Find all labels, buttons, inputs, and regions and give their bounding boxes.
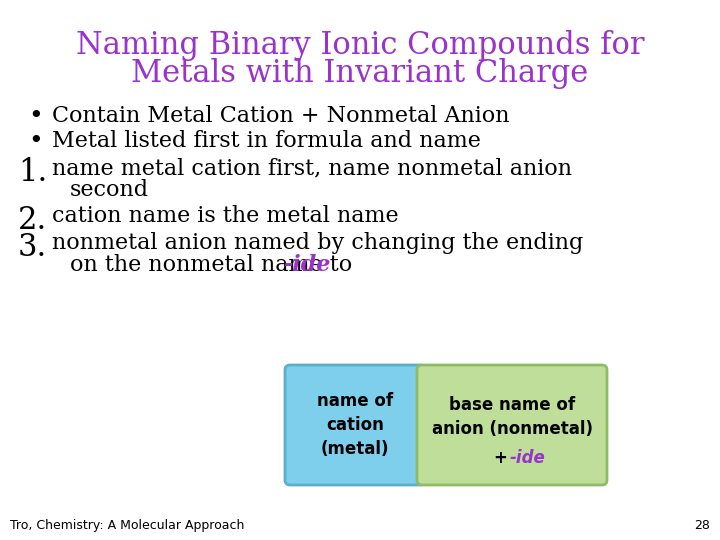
- Text: 2.: 2.: [18, 205, 48, 236]
- Text: +: +: [494, 449, 513, 467]
- Text: second: second: [70, 179, 149, 201]
- Text: Contain Metal Cation + Nonmetal Anion: Contain Metal Cation + Nonmetal Anion: [52, 105, 510, 127]
- Text: Naming Binary Ionic Compounds for: Naming Binary Ionic Compounds for: [76, 30, 644, 61]
- Text: nonmetal anion named by changing the ending: nonmetal anion named by changing the end…: [52, 232, 583, 254]
- Text: •: •: [28, 130, 42, 153]
- Text: 3.: 3.: [18, 232, 48, 263]
- Text: cation name is the metal name: cation name is the metal name: [52, 205, 399, 227]
- Text: base name of
anion (nonmetal): base name of anion (nonmetal): [431, 396, 593, 438]
- Text: Metal listed first in formula and name: Metal listed first in formula and name: [52, 130, 481, 152]
- FancyBboxPatch shape: [285, 365, 425, 485]
- Text: on the nonmetal name to: on the nonmetal name to: [70, 254, 359, 276]
- Text: Tro, Chemistry: A Molecular Approach: Tro, Chemistry: A Molecular Approach: [10, 519, 244, 532]
- Text: name metal cation first, name nonmetal anion: name metal cation first, name nonmetal a…: [52, 157, 572, 179]
- Text: 1.: 1.: [18, 157, 48, 188]
- Text: 28: 28: [694, 519, 710, 532]
- Text: -ide: -ide: [283, 254, 330, 276]
- Text: •: •: [28, 105, 42, 128]
- Text: -ide: -ide: [510, 449, 546, 467]
- FancyBboxPatch shape: [417, 365, 607, 485]
- Text: name of
cation
(metal): name of cation (metal): [317, 393, 393, 457]
- Text: Metals with Invariant Charge: Metals with Invariant Charge: [131, 58, 589, 89]
